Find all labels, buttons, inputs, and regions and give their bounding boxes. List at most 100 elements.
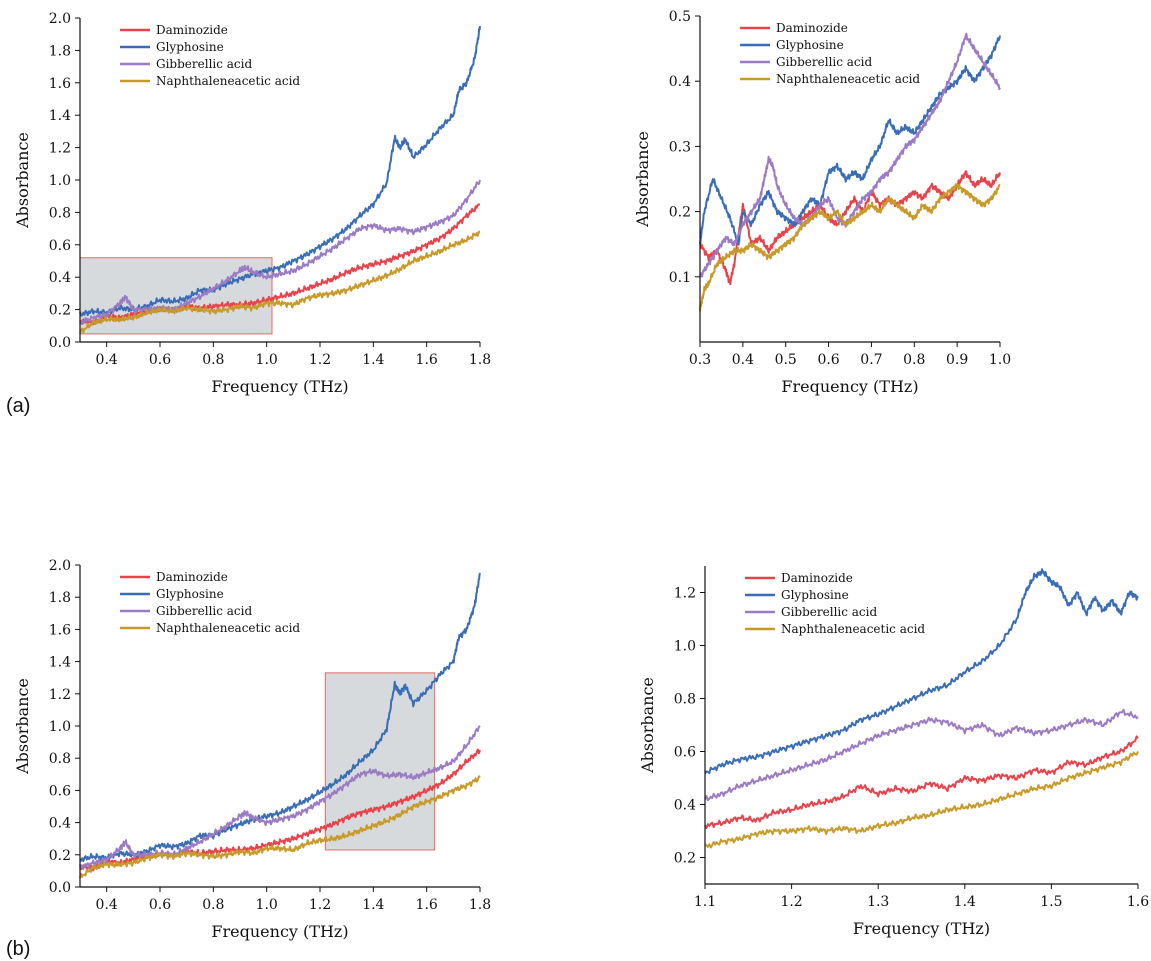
x-tick-label: 1.6 xyxy=(416,352,438,368)
y-tick-label: 0.2 xyxy=(669,205,691,221)
y-tick-label: 1.4 xyxy=(49,108,71,124)
x-tick-label: 1.2 xyxy=(780,894,802,910)
series-line-naphthaleneacetic-acid xyxy=(699,183,1001,312)
x-tick-label: 0.4 xyxy=(732,352,754,368)
y-axis-title: Absorbance xyxy=(13,132,32,229)
x-axis-title: Frequency (THz) xyxy=(853,919,990,938)
x-tick-label: 1.5 xyxy=(1040,894,1062,910)
y-tick-label: 0.6 xyxy=(674,745,696,761)
x-tick-label: 0.4 xyxy=(96,352,118,368)
chart-panels: 0.4 0.6 0.8 1.0 1.2 1.4 1.6 1.80.00.20.40.60.81… xyxy=(13,9,1149,941)
y-tick-label: 1.8 xyxy=(49,43,71,59)
y-tick-label: 2.0 xyxy=(49,11,71,27)
x-tick-label: 0.8 xyxy=(903,352,925,368)
y-tick-label: 0.0 xyxy=(49,880,71,896)
x-tick-label: 1.2 xyxy=(309,352,331,368)
legend-label: Gibberellic acid xyxy=(156,57,252,71)
legend-label: Glyphosine xyxy=(776,38,844,52)
series-line-gibberellic-acid xyxy=(704,708,1139,802)
x-tick-label: 1.4 xyxy=(362,897,384,913)
legend-label: Naphthaleneacetic acid xyxy=(776,72,920,86)
y-tick-label: 1.0 xyxy=(49,719,71,735)
panel-label-a: (a) xyxy=(6,395,30,417)
y-tick-label: 0.2 xyxy=(674,851,696,867)
y-tick-label: 0.2 xyxy=(49,848,71,864)
x-tick-label: 0.8 xyxy=(202,897,224,913)
x-tick-label: 0.4 xyxy=(96,897,118,913)
y-tick-label: 0.8 xyxy=(49,205,71,221)
series-line-gibberellic-acid xyxy=(79,725,481,871)
y-axis-title: Absorbance xyxy=(633,131,652,228)
x-tick-label: 1.4 xyxy=(954,894,976,910)
chart-b-zoom: 1.1 1.2 1.3 1.4 1.5 1.6 0.2 0.4 0.6 0.8 1.0 1.2 Freq… xyxy=(638,566,1149,938)
y-tick-label: 1.2 xyxy=(49,687,71,703)
y-tick-label: 0.4 xyxy=(674,798,696,814)
y-tick-label: 0.1 xyxy=(669,270,691,286)
y-tick-label: 1.2 xyxy=(674,586,696,602)
y-tick-label: 0.2 xyxy=(49,303,71,319)
x-tick-label: 0.5 xyxy=(775,352,797,368)
x-tick-label: 1.8 xyxy=(469,352,491,368)
x-tick-label: 0.8 xyxy=(202,352,224,368)
y-tick-label: 0.8 xyxy=(674,692,696,708)
y-tick-label: 2.0 xyxy=(49,558,71,574)
x-tick-label: 0.6 xyxy=(149,897,171,913)
legend-label: Naphthaleneacetic acid xyxy=(156,74,300,88)
chart-b-full: 0.4 0.6 0.8 1.0 1.2 1.4 1.6 1.8 0.0 0.2 0.4 0.6 0.8 1… xyxy=(13,558,491,941)
x-tick-label: 1.3 xyxy=(867,894,889,910)
series-line-gibberellic-acid xyxy=(79,179,481,325)
x-tick-label: 1.0 xyxy=(989,352,1011,368)
series-line-daminozide xyxy=(704,735,1139,829)
legend-label: Naphthaleneacetic acid xyxy=(156,621,300,635)
y-tick-label: 1.4 xyxy=(49,655,71,671)
series-line-glyphosine xyxy=(79,572,481,863)
y-tick-label: 1.0 xyxy=(49,173,71,189)
legend-label: Daminozide xyxy=(776,21,848,35)
series-line-naphthaleneacetic-acid xyxy=(79,230,481,334)
series-line-naphthaleneacetic-acid xyxy=(704,751,1139,849)
x-tick-label: 1.4 xyxy=(362,352,384,368)
y-tick-label: 0.4 xyxy=(49,816,71,832)
series-line-naphthaleneacetic-acid xyxy=(79,775,481,879)
x-axis-title: Frequency (THz) xyxy=(211,377,348,396)
y-tick-label: 0.0 xyxy=(49,335,71,351)
x-tick-label: 0.7 xyxy=(860,352,882,368)
legend-label: Glyphosine xyxy=(156,40,224,54)
y-tick-label: 1.6 xyxy=(49,622,71,638)
legend-label: Gibberellic acid xyxy=(781,605,877,619)
y-tick-label: 1.6 xyxy=(49,76,71,92)
series-line-gibberellic-acid xyxy=(699,32,1001,278)
x-tick-label: 0.6 xyxy=(149,352,171,368)
x-tick-label: 1.6 xyxy=(416,897,438,913)
legend-label: Daminozide xyxy=(156,570,228,584)
y-axis-title: Absorbance xyxy=(13,678,32,775)
series-line-glyphosine xyxy=(699,35,1001,246)
series-line-daminozide xyxy=(699,170,1001,286)
panel-label-b: (b) xyxy=(6,938,30,960)
chart-a-full: 0.4 0.6 0.8 1.0 1.2 1.4 1.6 1.8 0.0 0.2 0.4 0.6 0.8 1… xyxy=(13,11,491,396)
x-tick-label: 0.6 xyxy=(817,352,839,368)
x-tick-label: 1.1 xyxy=(694,894,716,910)
x-tick-label: 0.3 xyxy=(689,352,711,368)
legend-label: Gibberellic acid xyxy=(156,604,252,618)
legend-label: Glyphosine xyxy=(156,587,224,601)
legend-label: Daminozide xyxy=(156,23,228,37)
y-tick-label: 1.8 xyxy=(49,590,71,606)
x-tick-label: 1.2 xyxy=(309,897,331,913)
y-tick-label: 1.2 xyxy=(49,141,71,157)
x-tick-label: 1.6 xyxy=(1127,894,1149,910)
legend-label: Glyphosine xyxy=(781,588,849,602)
x-axis-title: Frequency (THz) xyxy=(211,922,348,941)
legend-label: Daminozide xyxy=(781,571,853,585)
y-tick-label: 0.3 xyxy=(669,139,691,155)
legend-label: Naphthaleneacetic acid xyxy=(781,622,925,636)
x-tick-label: 1.8 xyxy=(469,897,491,913)
y-tick-label: 0.4 xyxy=(49,270,71,286)
y-axis-title: Absorbance xyxy=(638,677,657,774)
y-tick-label: 1.0 xyxy=(674,639,696,655)
y-tick-label: 0.5 xyxy=(669,9,691,25)
series-line-glyphosine xyxy=(79,25,481,317)
legend-label: Gibberellic acid xyxy=(776,55,872,69)
x-tick-label: 0.9 xyxy=(946,352,968,368)
